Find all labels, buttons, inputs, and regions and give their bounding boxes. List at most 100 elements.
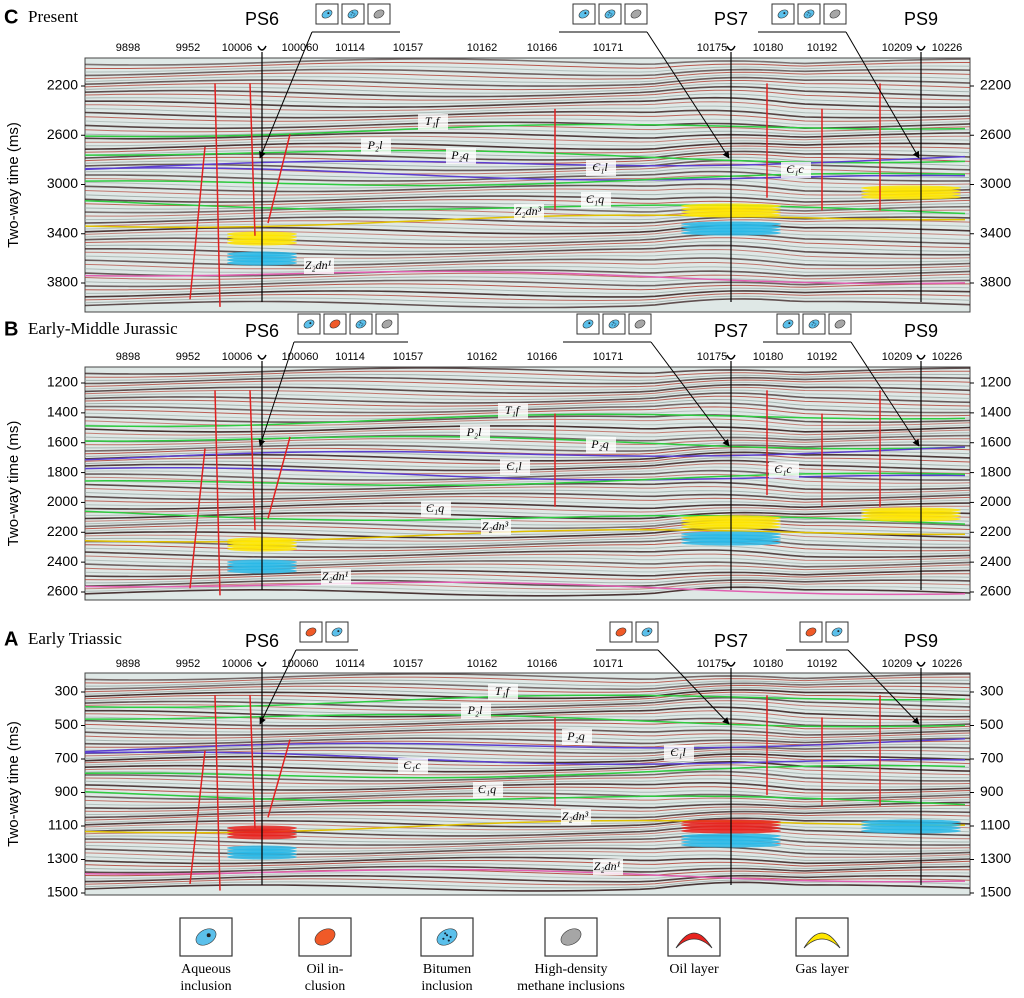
horizon-label-bg — [664, 745, 694, 761]
seismic-reflector — [84, 392, 971, 404]
seismic-reflector — [85, 679, 971, 687]
trace-number: 10171 — [593, 658, 624, 670]
y-tick-label: 2000 — [47, 493, 78, 509]
inclusion-icon — [615, 627, 627, 637]
seismic-reflector — [84, 860, 971, 868]
seismic-reflector — [84, 370, 970, 378]
horizon-label: Z₂dn¹ — [594, 859, 621, 873]
y-tick-label: 300 — [980, 683, 1004, 699]
legend-label: High-density — [534, 962, 607, 977]
horizon-line — [84, 868, 966, 883]
icon-dot — [309, 322, 312, 325]
horizon-label-bg — [488, 684, 518, 700]
icon-dot — [442, 937, 445, 940]
horizon-label: Є₁l — [592, 160, 608, 174]
y-tick-label: 500 — [980, 716, 1004, 732]
y-tick-label: 2400 — [980, 553, 1011, 569]
horizon-label-bg — [581, 192, 611, 208]
fault — [267, 436, 291, 519]
arrow — [845, 31, 920, 159]
legend-label: Aqueous — [181, 962, 231, 977]
horizon-line — [84, 510, 966, 525]
fault — [267, 739, 291, 818]
trace-number: 10166 — [527, 42, 558, 54]
panel-letter: C — [4, 6, 18, 28]
trace-number: 10157 — [393, 658, 424, 670]
y-tick-label: 1300 — [980, 850, 1011, 866]
seismic-reflector — [84, 68, 971, 77]
y-tick-label: 1100 — [980, 817, 1010, 833]
icon-dot — [358, 324, 360, 326]
trace-number: 10209 — [882, 42, 913, 54]
seismic-reflector — [84, 862, 971, 870]
y-tick-label: 2600 — [980, 583, 1011, 599]
y-tick-label: 3800 — [47, 274, 78, 290]
horizon-label-bg — [304, 258, 334, 274]
seismic-reflector — [84, 549, 971, 558]
seismic-reflector — [84, 290, 971, 298]
seismic-reflector — [85, 65, 971, 73]
icon-dot — [811, 324, 813, 326]
y-tick-label: 2200 — [47, 523, 78, 539]
icon-dot — [447, 939, 450, 942]
inclusion-icon — [303, 319, 315, 329]
seismic-reflector — [84, 687, 971, 696]
icon-dot — [808, 12, 810, 14]
trace-number: 10006 — [222, 658, 253, 670]
y-tick-label: 1400 — [47, 404, 78, 420]
seismic-reflector — [84, 62, 970, 69]
horizon-line — [84, 529, 966, 543]
well-label: PS7 — [714, 321, 748, 341]
y-tick-label: 3400 — [980, 224, 1011, 240]
horizon-line — [84, 123, 966, 138]
seismic-reflector — [85, 706, 971, 718]
seismic-reflector — [84, 581, 971, 590]
seismic-reflector — [84, 505, 970, 513]
seismic-reflector — [84, 376, 971, 385]
icon-dot — [449, 935, 452, 939]
panel-letter: A — [4, 628, 18, 650]
inclusion-icon — [195, 928, 217, 946]
trace-number: 10192 — [807, 658, 838, 670]
trace-number: 10192 — [807, 42, 838, 54]
horizon-label: Z₂dn³ — [562, 809, 589, 823]
horizon-label-bg — [418, 114, 448, 130]
icon-dot — [610, 15, 612, 17]
icon-dot — [611, 13, 613, 15]
seismic-reflector — [85, 537, 971, 549]
seismic-reflector — [84, 265, 971, 273]
seismic-reflector — [84, 673, 971, 681]
icon-dot — [607, 14, 609, 16]
seismic-reflector — [84, 703, 970, 715]
inclusion-icon — [347, 9, 359, 19]
horizon-label: Є₁l — [670, 745, 686, 759]
icon-dot — [609, 12, 611, 14]
y-tick-label: 3000 — [980, 175, 1011, 191]
seismic-reflector — [84, 700, 971, 712]
horizon-label: Z₂dn¹ — [322, 569, 349, 583]
seismic-reflector — [84, 815, 971, 825]
seismic-reflector — [84, 381, 971, 391]
horizon-label: P₂q — [566, 729, 585, 743]
seismic-reflector — [84, 379, 971, 388]
inclusion-icon — [808, 319, 820, 329]
icon-dot — [647, 630, 650, 633]
seismic-reflector — [85, 872, 971, 880]
horizon-label: Є₁c — [774, 462, 792, 476]
horizon-label-bg — [446, 148, 476, 164]
y-tick-label: 1200 — [980, 374, 1011, 390]
seismic-reflector — [84, 224, 971, 235]
legend-label: methane inclusions — [517, 979, 625, 994]
horizon-label: Z₂dn³ — [482, 519, 509, 533]
icon-dot — [445, 934, 449, 937]
inclusion-icon — [436, 928, 458, 946]
arrow — [650, 341, 730, 447]
inclusion-icon — [630, 9, 642, 19]
icon-dot — [337, 630, 340, 633]
seismic-reflector — [85, 373, 971, 381]
icon-dot — [613, 322, 615, 324]
horizon-label-bg — [769, 462, 799, 478]
fault — [214, 695, 221, 891]
trace-number: 10114 — [335, 658, 365, 670]
legend-label: clusion — [305, 979, 345, 994]
